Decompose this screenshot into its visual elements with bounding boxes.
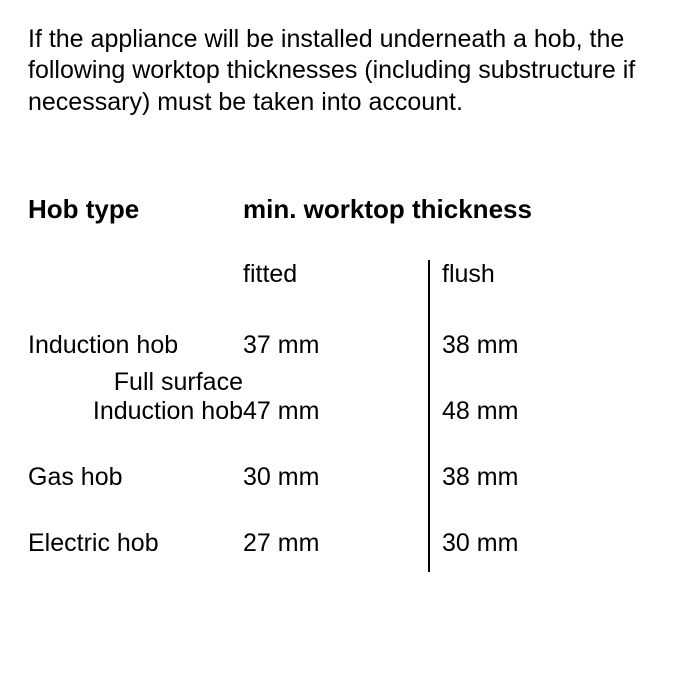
row-label-3: Electric hob [28,529,159,558]
column-fitted: fitted 37 mm 47 mm 30 mm 27 mm [243,260,428,572]
column-hob-type: Hob type Induction hob Full surface Indu… [28,194,243,572]
thickness-header: min. worktop thickness [243,194,608,225]
row-label-0: Induction hob [28,331,178,360]
fitted-label: fitted [243,260,297,288]
flush-label: flush [442,260,495,288]
fitted-3: 27 mm [243,529,319,558]
fitted-2: 30 mm [243,463,319,492]
column-flush: flush 38 mm 48 mm 38 mm 30 mm [428,260,608,572]
fitted-1: 47 mm [243,397,319,426]
row-label-1b: Induction hob [93,397,243,426]
flush-3: 30 mm [442,529,518,558]
hob-type-header: Hob type [28,194,243,225]
flush-2: 38 mm [442,463,518,492]
fitted-0: 37 mm [243,331,319,360]
flush-1: 48 mm [442,397,518,426]
row-label-1a: Full surface [114,368,243,397]
flush-0: 38 mm [442,331,518,360]
thickness-table: Hob type Induction hob Full surface Indu… [28,194,647,572]
intro-text: If the appliance will be installed under… [28,24,647,118]
column-thickness-group: min. worktop thickness fitted 37 mm 47 m… [243,194,608,572]
row-label-2: Gas hob [28,463,123,492]
